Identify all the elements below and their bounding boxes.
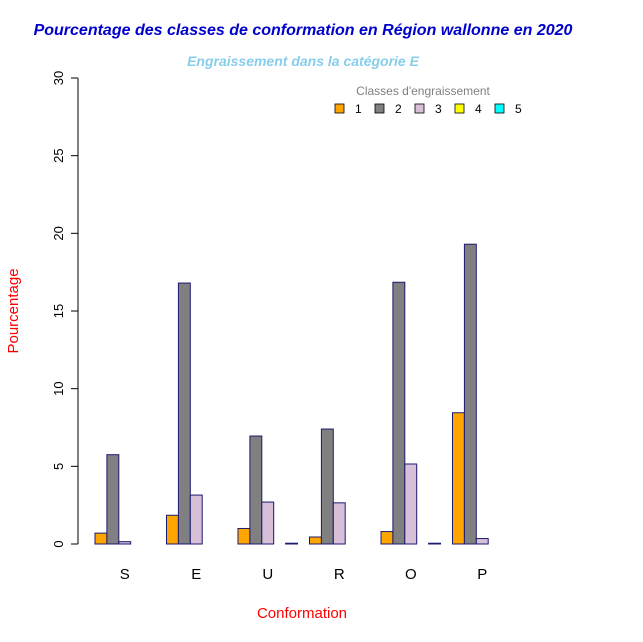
legend-swatch-2 — [374, 103, 385, 114]
chart-subtitle: Engraissement dans la catégorie E — [187, 53, 420, 69]
bar-U-3 — [261, 501, 275, 545]
legend-label-5: 5 — [515, 102, 522, 116]
legend-swatch-4 — [454, 103, 465, 114]
category-label-R: R — [334, 566, 345, 583]
legend-swatch-3 — [414, 103, 425, 114]
bar-O-5 — [428, 542, 442, 545]
legend-label-3: 3 — [435, 102, 442, 116]
y-tick-label: 5 — [51, 463, 66, 470]
bar-P-2 — [463, 243, 477, 545]
bar-O-1 — [380, 531, 394, 545]
legend-swatch-1 — [334, 103, 345, 114]
bar-U-2 — [249, 435, 263, 545]
y-tick-label: 30 — [51, 71, 66, 85]
bar-P-1 — [452, 412, 465, 545]
y-axis: 0 5 10 15 20 25 30 — [51, 71, 79, 548]
bar-O-3 — [404, 463, 418, 545]
bar-P-3 — [475, 538, 489, 545]
legend-label-1: 1 — [355, 102, 362, 116]
category-label-P: P — [477, 566, 487, 583]
bar-O-2 — [392, 281, 406, 545]
y-tick-label: 25 — [51, 148, 66, 162]
legend-title: Classes d'engraissement — [356, 84, 490, 98]
category-label-E: E — [191, 566, 201, 583]
bar-S-2 — [106, 454, 120, 545]
category-label-U: U — [262, 566, 273, 583]
legend-label-2: 2 — [395, 102, 402, 116]
x-axis-title: Conformation — [257, 605, 347, 622]
chart-title: Pourcentage des classes de conformation … — [34, 22, 573, 39]
bar-E-3 — [189, 494, 203, 545]
bar-S-3 — [118, 541, 132, 545]
bar-U-1 — [237, 527, 251, 545]
category-label-O: O — [405, 566, 417, 583]
legend-label-4: 4 — [475, 102, 482, 116]
legend: Classes d'engraissement 1 2 3 4 5 — [334, 84, 522, 116]
bar-E-2 — [177, 282, 191, 545]
legend-swatch-5 — [494, 103, 505, 114]
y-tick-label: 0 — [51, 540, 66, 547]
bar-S-1 — [94, 532, 108, 545]
y-axis-title: Pourcentage — [5, 268, 22, 353]
bar-R-2 — [320, 428, 334, 545]
bar-E-1 — [166, 514, 179, 545]
bar-U-5 — [285, 542, 299, 545]
y-tick-label: 20 — [51, 226, 66, 240]
bar-R-3 — [332, 502, 346, 545]
y-tick-label: 10 — [51, 381, 66, 395]
bars — [94, 243, 489, 545]
bar-R-1 — [309, 536, 322, 545]
category-label-S: S — [120, 566, 130, 583]
y-tick-label: 15 — [51, 304, 66, 318]
